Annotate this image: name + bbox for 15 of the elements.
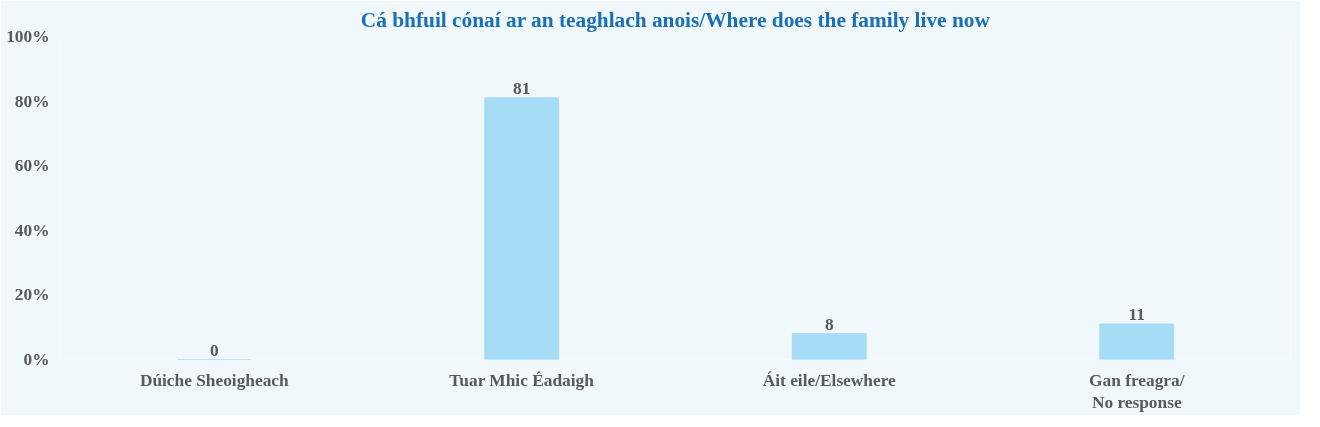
x-tick-label: Gan freagra/ No response	[1089, 370, 1185, 413]
y-tick-label: 40%	[14, 220, 50, 240]
data-label: 81	[513, 78, 531, 98]
y-tick-label: 0%	[23, 350, 50, 369]
data-label: 8	[824, 314, 834, 334]
y-tick-label: 20%	[14, 285, 50, 305]
x-tick-label: Áit eile/Elsewhere	[762, 370, 897, 390]
data-label: 0	[209, 340, 219, 360]
y-tick-label: 80%	[14, 91, 50, 111]
chart-title: Cá bhfuil cónaí ar an teaghlach anois/Where does the family live now	[360, 7, 991, 32]
x-tick-label: Tuar Mhic Éadaigh	[449, 370, 595, 390]
y-tick-label: 100%	[6, 27, 50, 46]
x-tick-label: Dúiche Sheoigheach	[139, 370, 289, 390]
data-label: 11	[1128, 304, 1145, 324]
y-tick-label: 60%	[14, 156, 50, 176]
